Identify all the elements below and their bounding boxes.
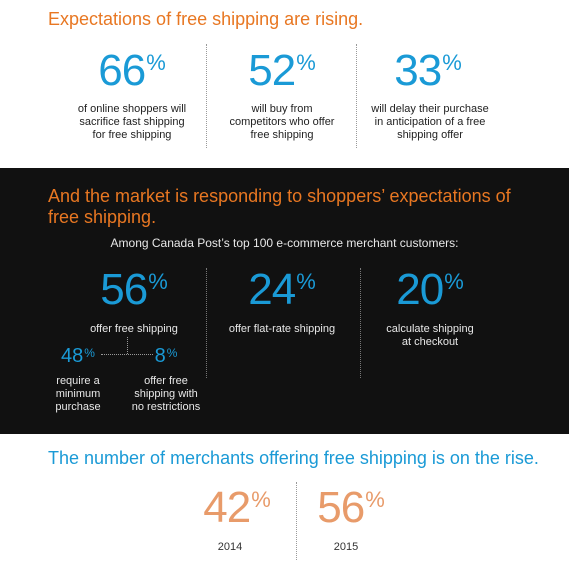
stat-value: 20 [396,265,444,314]
section3-heading: The number of merchants offering free sh… [48,448,539,468]
stat-percent-sign: % [146,50,166,75]
stat-56-percent-free: 56% [74,268,194,312]
desc-line: offer free shipping [90,323,178,335]
divider [206,44,207,148]
stat-value: 33 [394,46,442,95]
desc-line: sacrifice fast shipping [79,116,185,128]
section-merchants-rising: The number of merchants offering free sh… [0,434,569,577]
desc-line: calculate shipping [386,323,474,335]
breakdown-connector-vertical [127,337,128,354]
desc-line: in anticipation of a free [374,116,486,128]
stat-8-description: offer free shipping with no restrictions [124,375,208,414]
stat-value: 52 [248,46,296,95]
stat-value: 8 [154,345,166,367]
stat-percent-sign: % [296,269,316,294]
stat-56-description: offer free shipping [64,323,204,336]
stat-percent-sign: % [166,346,178,360]
divider [296,482,297,560]
stat-percent-sign: % [251,487,271,512]
desc-line: offer free [144,375,188,387]
stat-percent-sign: % [84,346,95,360]
stat-42-percent-2014: 42% [177,486,297,530]
desc-line: no restrictions [131,401,201,413]
stat-value: 66 [98,46,146,95]
desc-line: for free shipping [92,129,172,141]
stat-48-percent: 48% [52,346,104,367]
stat-52-percent: 52% [222,49,342,93]
stat-value: 24 [248,265,296,314]
desc-line: at checkout [401,336,459,348]
section2-subheading: Among Canada Post’s top 100 e-commerce m… [110,236,459,250]
stat-percent-sign: % [442,50,462,75]
desc-line: shipping with [134,388,198,400]
stat-value: 42 [203,483,251,532]
breakdown-connector-horizontal [101,354,153,355]
desc-line: purchase [55,401,101,413]
desc-line: minimum [55,388,101,400]
stat-8-percent: 8% [146,346,186,367]
year-2014-label: 2014 [217,541,243,553]
desc-line: free shipping [250,129,314,141]
stat-percent-sign: % [296,50,316,75]
desc-line: competitors who offer [229,116,335,128]
section1-heading: Expectations of free shipping are rising… [48,9,364,29]
stat-20-percent: 20% [370,268,490,312]
stat-33-description: will delay their purchase in anticipatio… [356,103,504,142]
stat-20-description: calculate shipping at checkout [360,323,500,349]
section2-heading-line1: And the market is responding to shoppers… [48,186,511,206]
desc-line: of online shoppers will [77,103,187,115]
stat-56-percent-2015: 56% [291,486,411,530]
section2-heading-line2: free shipping. [48,207,157,227]
stat-value: 56 [100,265,148,314]
section-rising-expectations: Expectations of free shipping are rising… [0,0,569,168]
stat-value: 48 [61,345,84,367]
desc-line: will buy from [251,103,313,115]
stat-value: 56 [317,483,365,532]
section-market-response: And the market is responding to shoppers… [0,168,569,434]
stat-percent-sign: % [365,487,385,512]
desc-line: require a [56,375,100,387]
stat-24-description: offer flat-rate shipping [212,323,352,336]
year-2015-label: 2015 [333,541,359,553]
desc-line: will delay their purchase [371,103,489,115]
stat-66-percent: 66% [72,49,192,93]
stat-33-percent: 33% [368,49,488,93]
stat-percent-sign: % [444,269,464,294]
stat-48-description: require a minimum purchase [44,375,112,414]
divider [360,268,361,378]
stat-percent-sign: % [148,269,168,294]
stat-52-description: will buy from competitors who offer free… [212,103,352,142]
divider [356,44,357,148]
divider [206,268,207,378]
stat-66-description: of online shoppers will sacrifice fast s… [62,103,202,142]
desc-line: offer flat-rate shipping [228,323,336,335]
stat-24-percent: 24% [222,268,342,312]
desc-line: shipping offer [397,129,463,141]
